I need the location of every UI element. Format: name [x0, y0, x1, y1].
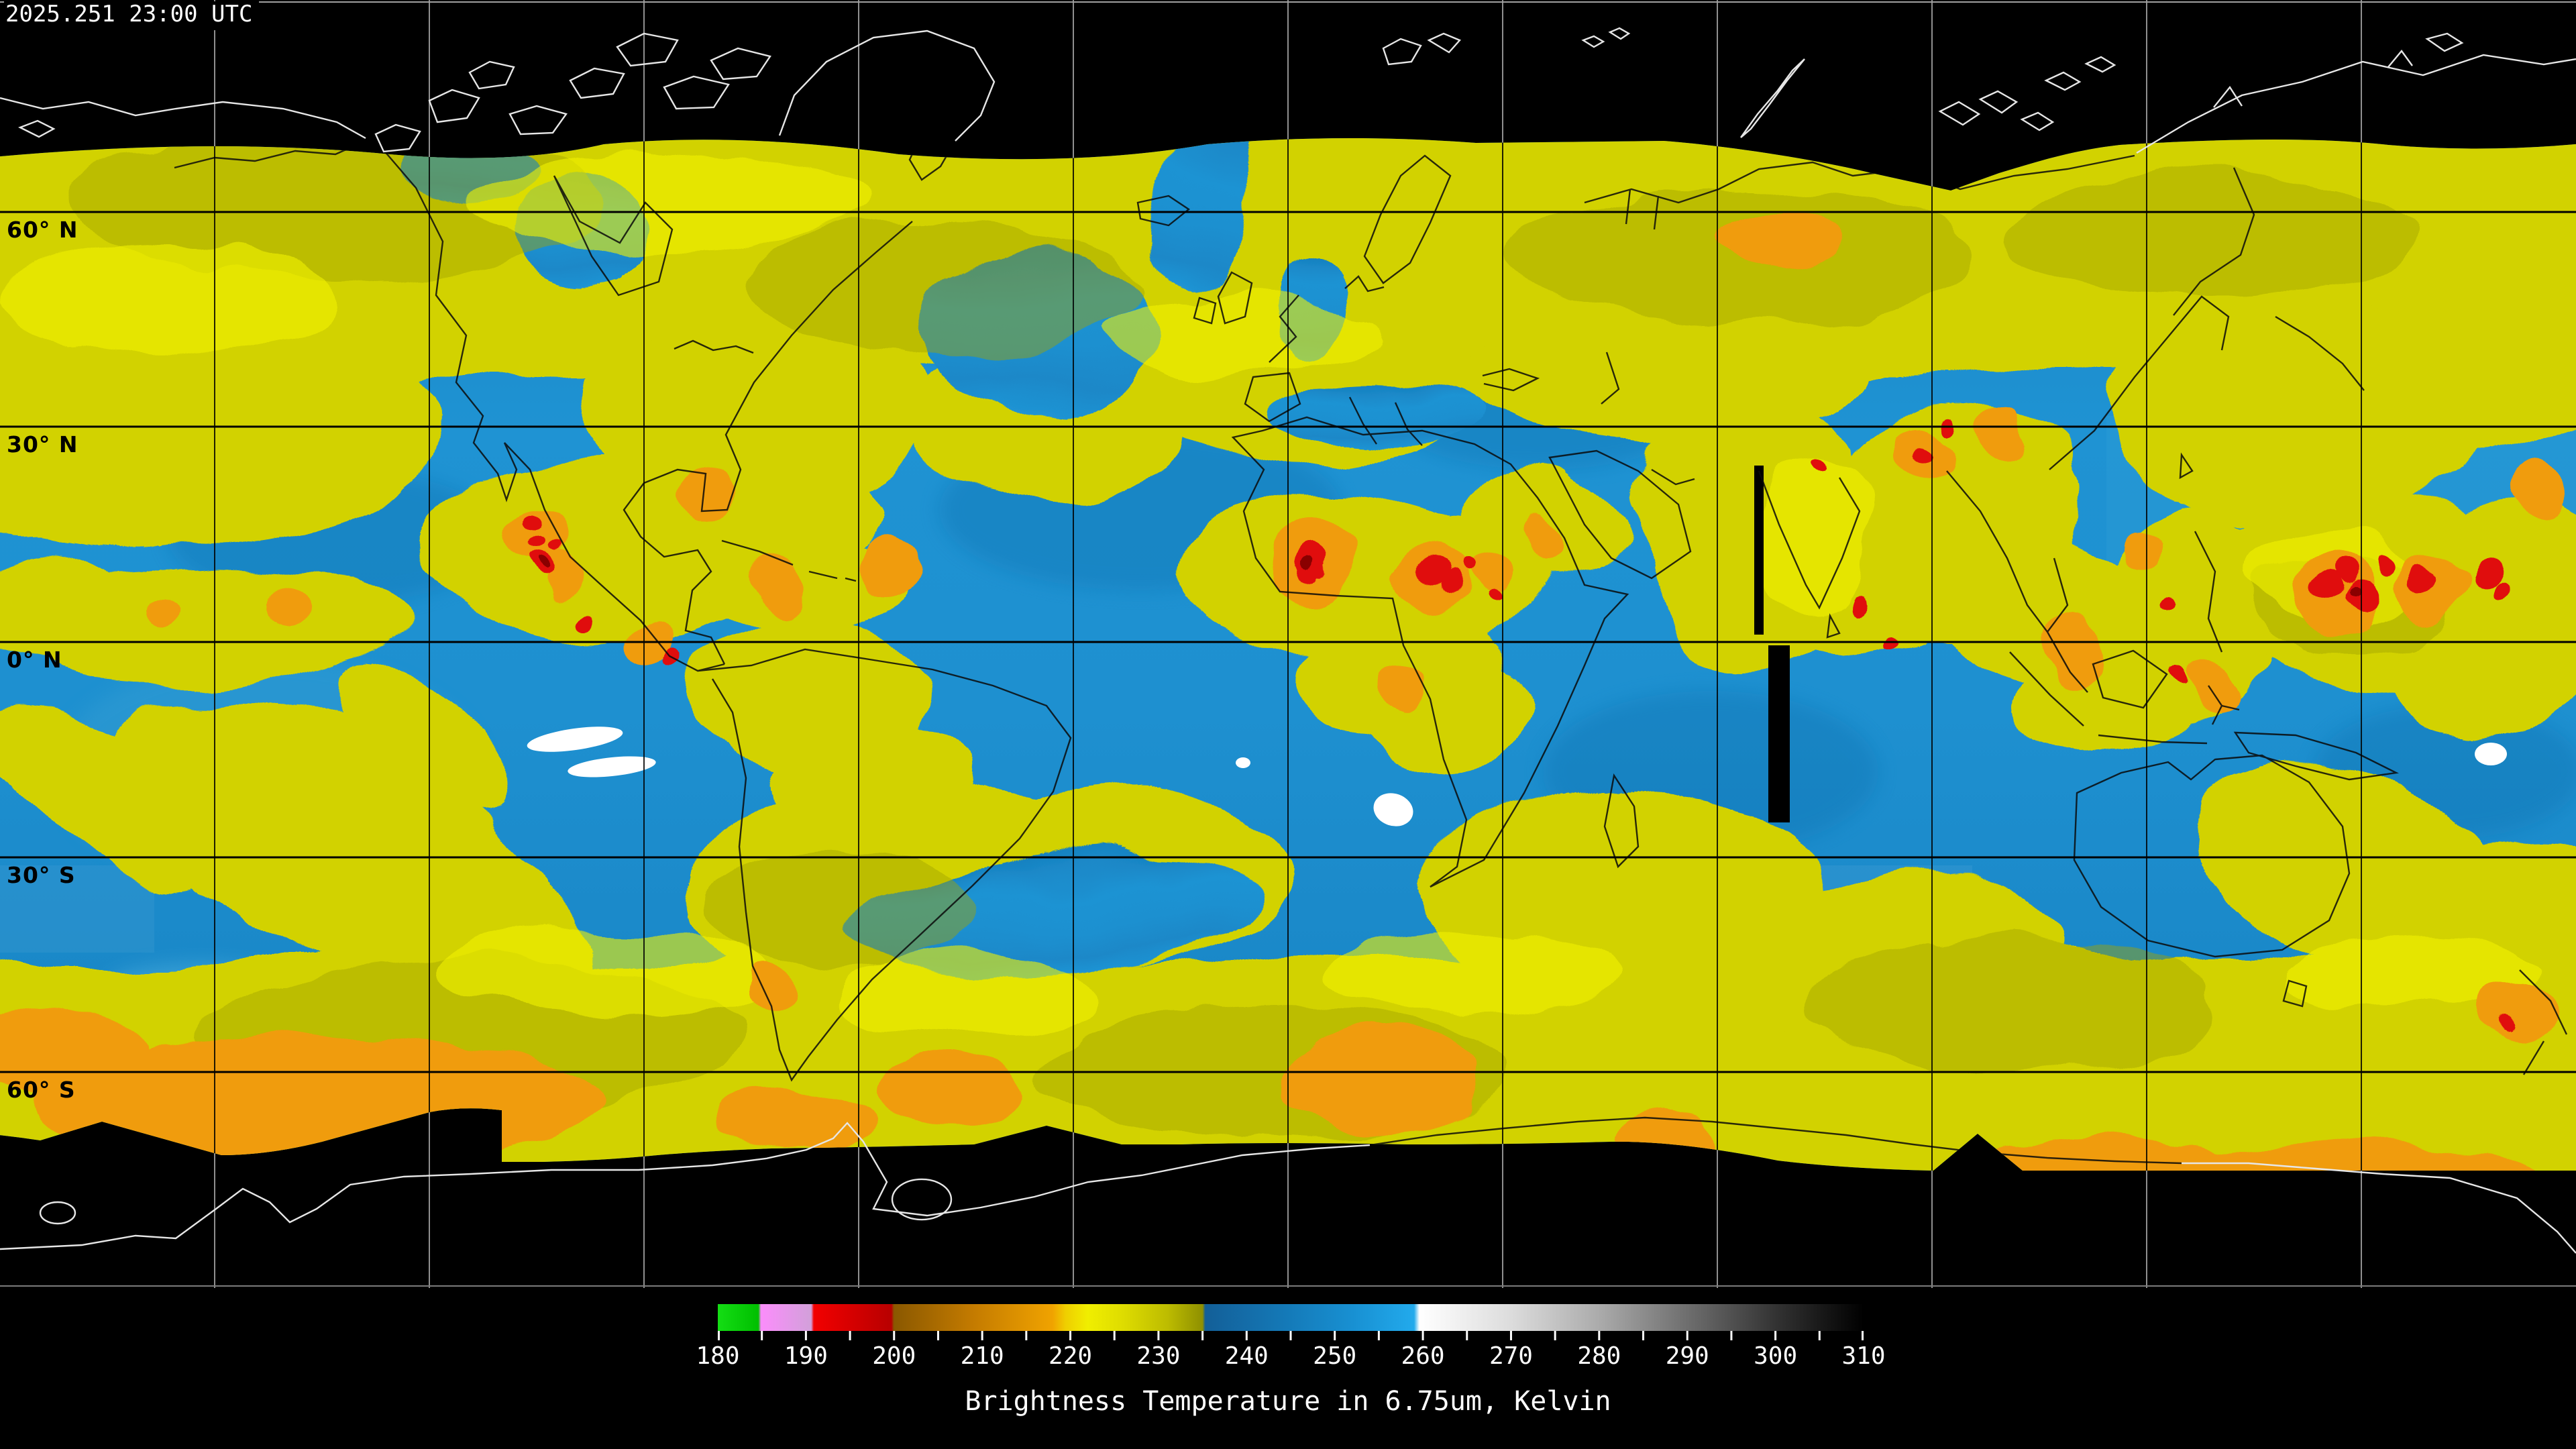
satellite-map: 60° N 30° N 0° N 30° S 60° S — [0, 0, 2576, 1288]
latitude-label: 60° S — [7, 1077, 76, 1103]
colorbar-tick-label: 280 — [1577, 1342, 1621, 1370]
latitude-label: 30° S — [7, 862, 76, 888]
timestamp: 2025.251 23:00 UTC — [4, 1, 260, 31]
colorbar-ticks — [718, 1331, 1864, 1340]
latitude-label: 60° N — [7, 217, 78, 243]
colorbar-tick-label: 310 — [1841, 1342, 1886, 1370]
colorbar-tick-label: 210 — [960, 1342, 1004, 1370]
colorbar-gradient-bar — [718, 1304, 1864, 1331]
colorbar-tick-label: 190 — [784, 1342, 828, 1370]
latitude-label: 0° N — [7, 647, 62, 673]
gridlines-data — [0, 0, 2576, 1288]
data-gap-strips — [1754, 466, 1790, 822]
colorbar-tick-label: 230 — [1136, 1342, 1181, 1370]
missing-data-white-patches — [527, 727, 2507, 826]
coastlines-polar — [0, 27, 2576, 1254]
colorbar-title: Brightness Temperature in 6.75um, Kelvin — [965, 1386, 1611, 1417]
colorbar-tick-label: 240 — [1224, 1342, 1269, 1370]
colorbar: 180 190 200 210 220 230 240 250 260 270 280 290 300 3… — [696, 1304, 1886, 1378]
colorbar-tick-label: 270 — [1489, 1342, 1533, 1370]
colorbar-tick-label: 290 — [1665, 1342, 1709, 1370]
latitude-label: 30° N — [7, 431, 78, 458]
coastlines-land — [174, 140, 2568, 1165]
colorbar-tick-label: 180 — [696, 1342, 740, 1370]
colorbar-tick-label: 220 — [1049, 1342, 1093, 1370]
texture-shading-layer — [0, 138, 2549, 1140]
colorbar-tick-label: 200 — [872, 1342, 916, 1370]
colorbar-tick-label: 250 — [1313, 1342, 1357, 1370]
colorbar-tick-label: 300 — [1754, 1342, 1798, 1370]
colorbar-tick-label: 260 — [1401, 1342, 1445, 1370]
satellite-map-canvas — [0, 0, 2576, 1288]
colorbar-scale — [718, 1304, 1864, 1340]
